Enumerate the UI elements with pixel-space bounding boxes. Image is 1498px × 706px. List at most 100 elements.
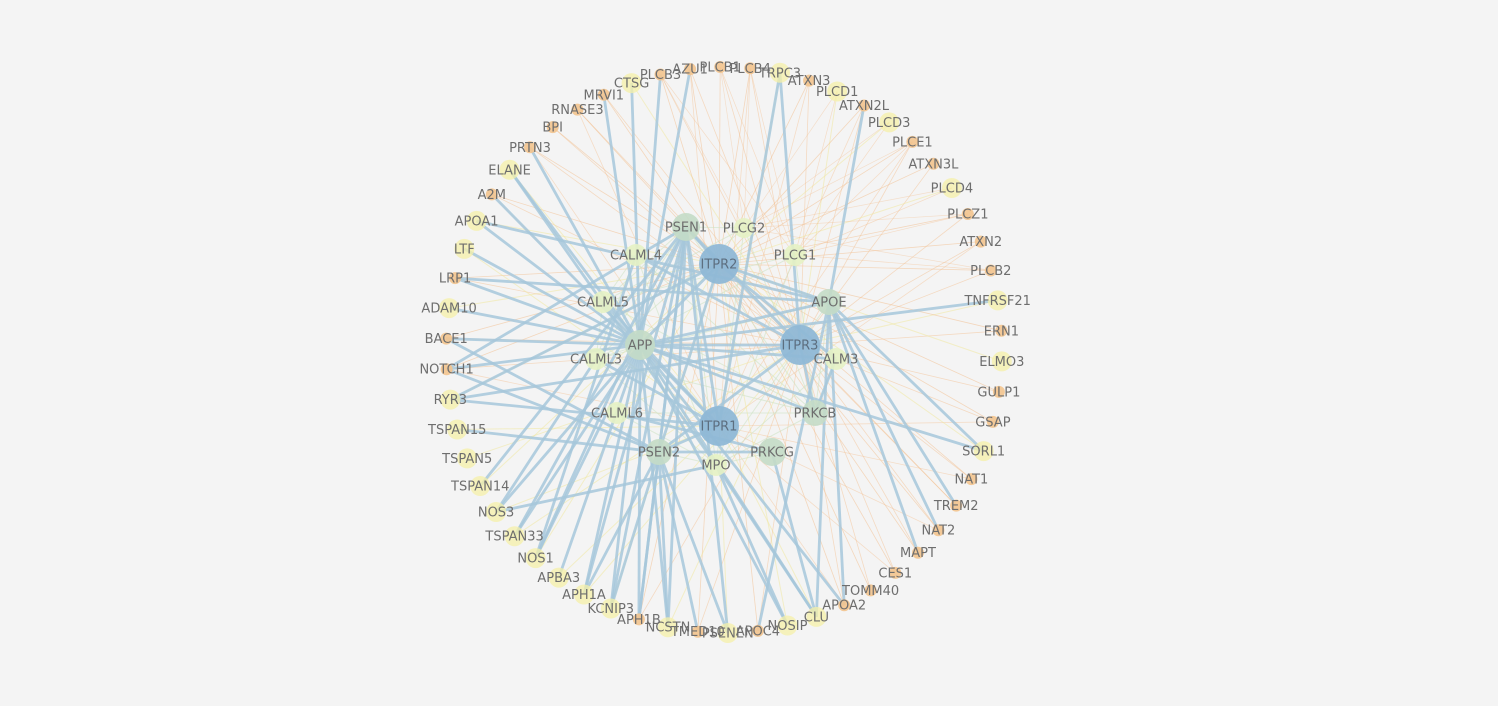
node-atxn2l[interactable]: [858, 99, 870, 112]
label-apba3: APBA3: [537, 571, 580, 586]
node-a2m[interactable]: [485, 188, 498, 201]
node-trpc3[interactable]: [770, 62, 790, 83]
node-plce1[interactable]: [906, 135, 919, 148]
node-aph1b[interactable]: [632, 613, 645, 626]
node-gsap[interactable]: [986, 415, 999, 428]
label-plcd4: PLCD4: [931, 182, 973, 197]
node-nat1[interactable]: [965, 473, 978, 486]
node-apoa1[interactable]: [466, 210, 487, 231]
node-tomm40[interactable]: [864, 584, 877, 597]
node-itpr1[interactable]: [699, 406, 739, 446]
node-tmed10[interactable]: [691, 625, 704, 638]
node-bace1[interactable]: [440, 332, 453, 345]
node-prkcb[interactable]: [802, 400, 828, 426]
node-apoa2[interactable]: [838, 599, 851, 612]
node-plcg2[interactable]: [734, 218, 754, 238]
node-nos3[interactable]: [486, 502, 507, 522]
node-sorl1[interactable]: [973, 441, 994, 462]
node-calml4[interactable]: [625, 244, 647, 266]
node-apoc4[interactable]: [751, 624, 764, 637]
node-rnase3[interactable]: [571, 103, 584, 116]
node-plcz1[interactable]: [961, 208, 974, 220]
node-app[interactable]: [625, 330, 655, 360]
label-plcb3: PLCB3: [640, 68, 681, 83]
label-nos3: NOS3: [478, 506, 514, 521]
node-calm3[interactable]: [825, 348, 847, 370]
label-trem2: TREM2: [933, 499, 979, 514]
node-apba3[interactable]: [548, 567, 569, 588]
node-itpr2[interactable]: [699, 244, 739, 284]
label-tspan33: TSPAN33: [484, 530, 543, 545]
node-atxn3l[interactable]: [927, 157, 940, 170]
label-prtn3: PRTN3: [509, 141, 551, 156]
node-psenen[interactable]: [717, 623, 738, 643]
node-nos1[interactable]: [525, 548, 546, 569]
edge-plcg1-plcb2: [794, 254, 991, 271]
edge-itpr3-nat2: [799, 344, 939, 531]
node-elane[interactable]: [499, 159, 520, 180]
node-notch1[interactable]: [440, 363, 453, 376]
node-aph1a[interactable]: [574, 584, 594, 605]
node-plcg1[interactable]: [784, 244, 806, 266]
node-plcb3[interactable]: [654, 68, 667, 81]
label-app: APP: [628, 339, 653, 354]
node-plcb1[interactable]: [714, 61, 727, 73]
edge-calm3-mpo: [715, 358, 837, 466]
node-tspan33[interactable]: [504, 526, 525, 547]
node-elmo3[interactable]: [991, 351, 1012, 372]
node-ern1[interactable]: [995, 324, 1008, 337]
edge-itpr1-ces1: [718, 425, 896, 574]
node-calml6[interactable]: [606, 402, 628, 424]
node-ces1[interactable]: [889, 566, 902, 579]
node-plcd4[interactable]: [941, 178, 962, 198]
node-mpo[interactable]: [705, 454, 727, 476]
node-plcd1[interactable]: [827, 81, 848, 102]
node-plcb2[interactable]: [984, 264, 997, 277]
label-ern1: ERN1: [984, 324, 1019, 339]
node-plcd3[interactable]: [879, 112, 900, 133]
node-mapt[interactable]: [912, 546, 924, 559]
node-atxn2[interactable]: [974, 235, 987, 248]
node-nosip[interactable]: [777, 615, 798, 636]
node-prtn3[interactable]: [524, 141, 536, 154]
node-adam10[interactable]: [439, 298, 460, 319]
node-apoe[interactable]: [816, 289, 842, 315]
label-ncstn: NCSTN: [646, 621, 691, 636]
node-tnfrsf21[interactable]: [987, 290, 1008, 311]
node-mrvi1[interactable]: [597, 88, 610, 101]
node-clu[interactable]: [806, 606, 827, 627]
edge-itpr3-ncstn: [667, 344, 801, 628]
label-ltf: LTF: [454, 242, 475, 257]
node-atxn3[interactable]: [803, 74, 816, 87]
node-tspan14[interactable]: [470, 476, 491, 496]
edge-psen2-bace1: [445, 337, 660, 454]
node-ltf[interactable]: [454, 238, 475, 259]
label-kcnip3: KCNIP3: [588, 602, 635, 617]
node-kcnip3[interactable]: [600, 598, 621, 619]
node-ctsg[interactable]: [621, 73, 642, 94]
node-psen2[interactable]: [646, 439, 672, 465]
node-calml3[interactable]: [585, 348, 607, 370]
edge-calml3-mpo: [595, 358, 717, 466]
node-gulp1[interactable]: [992, 385, 1005, 398]
node-ncstn[interactable]: [658, 617, 678, 638]
node-psen1[interactable]: [672, 213, 700, 241]
edge-itpr2-plcb3: [660, 74, 720, 265]
edge-itpr2-plcz1: [718, 213, 968, 265]
node-bpi[interactable]: [546, 121, 559, 134]
node-lrp1[interactable]: [449, 272, 462, 285]
edge-apoe-nat2: [827, 301, 940, 531]
edge-psen1-tspan14: [479, 226, 688, 487]
node-ryr3[interactable]: [440, 389, 461, 410]
node-plcb4[interactable]: [744, 62, 757, 75]
edge-itpr3-nat1: [799, 344, 972, 480]
node-trem2[interactable]: [950, 499, 963, 512]
node-prkcg[interactable]: [758, 438, 786, 466]
node-calml5[interactable]: [592, 291, 614, 313]
node-nat2[interactable]: [932, 524, 945, 537]
node-tspan5[interactable]: [457, 448, 478, 469]
node-itpr3[interactable]: [780, 325, 820, 365]
node-azu1[interactable]: [684, 63, 697, 76]
node-tspan15[interactable]: [447, 419, 468, 440]
